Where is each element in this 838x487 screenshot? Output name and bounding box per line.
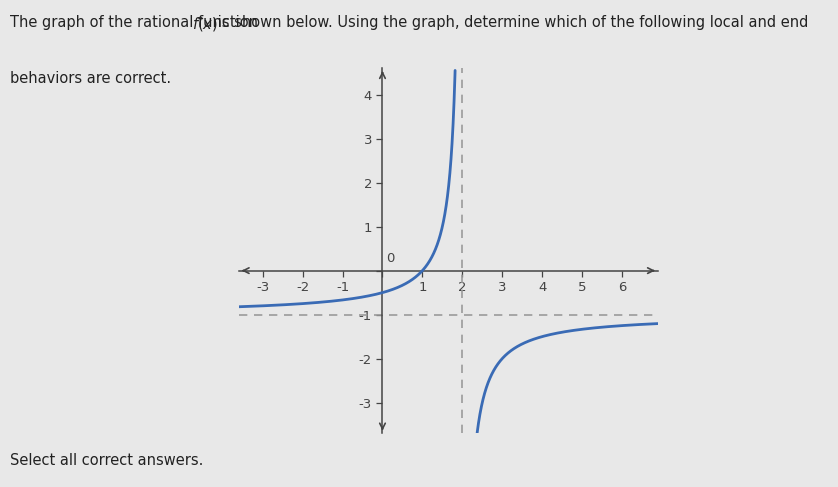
Text: $f(x)$: $f(x)$ [192,15,218,33]
Text: The graph of the rational function: The graph of the rational function [10,15,262,30]
Text: 0: 0 [386,252,395,265]
Text: is shown below. Using the graph, determine which of the following local and end: is shown below. Using the graph, determi… [213,15,808,30]
Text: Select all correct answers.: Select all correct answers. [10,452,204,468]
Text: behaviors are correct.: behaviors are correct. [10,71,171,86]
